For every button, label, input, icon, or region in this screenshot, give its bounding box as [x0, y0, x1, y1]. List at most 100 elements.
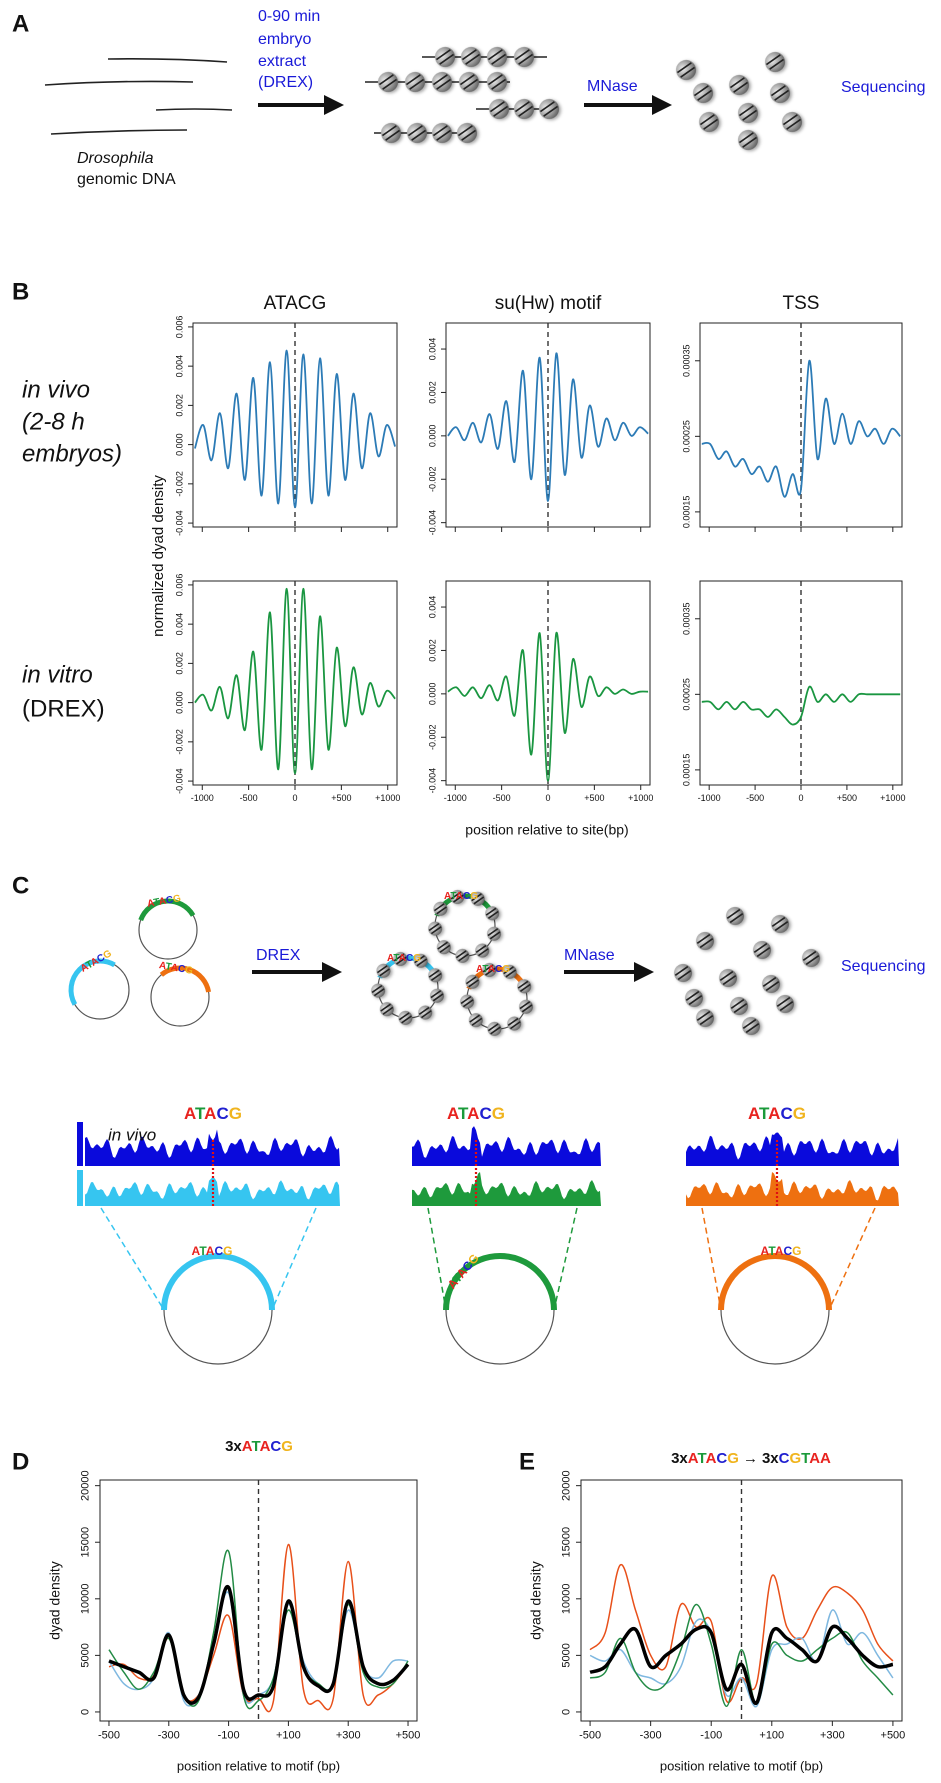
motif-label: ATACG: [146, 893, 182, 910]
nucleosome: [518, 999, 533, 1014]
y-tick-label: 0.00025: [682, 678, 692, 711]
motif-letter: A: [768, 1104, 780, 1123]
dna-wrap: [382, 78, 398, 90]
motif-label: ATACG: [158, 960, 194, 977]
dna-wrap: [696, 1010, 711, 1021]
dna-wrap: [676, 62, 692, 74]
nucleosome: [693, 83, 713, 103]
dna-wrap: [756, 947, 771, 958]
nucleosome: [685, 989, 703, 1007]
row-label: (DREX): [22, 695, 105, 722]
track-label: in vivo: [108, 1125, 156, 1144]
nucleosome: [459, 72, 479, 92]
nucleosome-core: [693, 83, 713, 103]
nucleosome: [770, 83, 790, 103]
nucleosome: [393, 952, 408, 967]
nucleosome: [782, 112, 802, 132]
zoom-guide: [553, 1207, 578, 1311]
motif-letter: T: [801, 1450, 810, 1467]
dna-wrap: [733, 1003, 748, 1014]
dna-wrap: [493, 105, 509, 117]
nucleosome-core: [674, 964, 692, 982]
nucleosome-core: [432, 123, 452, 143]
nucleosome: [376, 963, 391, 978]
data-line: [108, 1585, 410, 1705]
dna-wrap: [414, 955, 425, 964]
dna-wrap: [688, 995, 703, 1006]
dna-wrap: [519, 1001, 531, 1010]
motif-letter: T: [450, 891, 456, 902]
dna-wrap: [455, 950, 467, 959]
nucleosome: [405, 72, 425, 92]
dna-wrap: [409, 78, 425, 90]
dna-wrap: [465, 976, 477, 985]
dna-wrap: [729, 913, 744, 924]
nucleosome-core: [379, 1002, 394, 1017]
dna-wrap: [762, 976, 777, 987]
nucleosome-core: [753, 941, 771, 959]
dna-wrap: [396, 956, 407, 965]
y-tick-label: 0.002: [428, 381, 438, 404]
motif-letter: G: [229, 1104, 242, 1123]
motif-letter: T: [393, 953, 399, 964]
nucleosome-core: [514, 47, 534, 67]
nucleosome-core: [699, 112, 719, 132]
dna-wrap: [462, 999, 474, 1008]
step-label: DREX: [256, 947, 301, 964]
motif-letter: C: [406, 953, 413, 964]
x-tick-label: -100: [700, 1730, 722, 1742]
motif-letter: G: [281, 1438, 293, 1455]
nucleosome: [455, 948, 470, 963]
nucleosome-core: [770, 83, 790, 103]
y-tick-label: 10000: [80, 1584, 92, 1615]
motif-letter: G: [789, 1450, 801, 1467]
motif-letter: A: [387, 953, 394, 964]
nucleosome-core: [802, 949, 820, 967]
dna-wrap: [699, 1015, 714, 1026]
x-tick-label: +500: [331, 793, 351, 803]
zoom-guide: [701, 1207, 722, 1311]
motif-letter: A: [242, 1438, 253, 1455]
nucleosome: [771, 915, 789, 933]
nucleosome: [457, 123, 477, 143]
motif-letter: G: [502, 964, 510, 975]
dna-wrap: [401, 1015, 412, 1024]
dna-wrap: [779, 1001, 794, 1012]
nucleosome-core: [460, 994, 475, 1009]
nucleosome: [371, 983, 386, 998]
motif-letter: G: [470, 891, 478, 902]
dna-wrap: [469, 1014, 480, 1023]
dna-wrap: [730, 998, 745, 1009]
x-tick-label: +500: [837, 793, 857, 803]
motif-letter: A: [146, 897, 155, 909]
nucleosome: [450, 890, 465, 905]
dna-wrap: [432, 125, 448, 137]
nucleosome-core: [433, 901, 448, 916]
y-tick-label: 0.00025: [682, 420, 692, 453]
nucleosome-core: [730, 997, 748, 1015]
motif-label: ATACG: [447, 1104, 505, 1123]
dna-wrap: [696, 933, 711, 944]
y-tick-label: 0.000: [175, 691, 185, 714]
y-tick-label: 10000: [561, 1584, 573, 1615]
motif-letter: G: [413, 953, 421, 964]
dna-label: genomic DNA: [77, 171, 176, 188]
x-tick-label: +300: [820, 1730, 845, 1742]
y-tick-label: 0.004: [428, 596, 438, 619]
data-line: [194, 587, 396, 775]
nucleosome-core: [719, 969, 737, 987]
motif-letter: C: [780, 1104, 792, 1123]
motif-letter: A: [447, 1104, 459, 1123]
motif-letter: A: [820, 1450, 831, 1467]
dna-wrap: [765, 981, 780, 992]
dna-wrap: [436, 78, 452, 90]
nucleosome: [719, 969, 737, 987]
nucleosome: [468, 1013, 483, 1028]
motif-letter: A: [444, 891, 451, 902]
nucleosome: [398, 1010, 413, 1025]
y-tick-label: 20000: [561, 1470, 573, 1501]
dna-wrap: [514, 101, 530, 113]
nucleosome-core: [696, 932, 714, 950]
step-label: MNase: [587, 78, 638, 95]
dna-wrap: [405, 74, 421, 86]
